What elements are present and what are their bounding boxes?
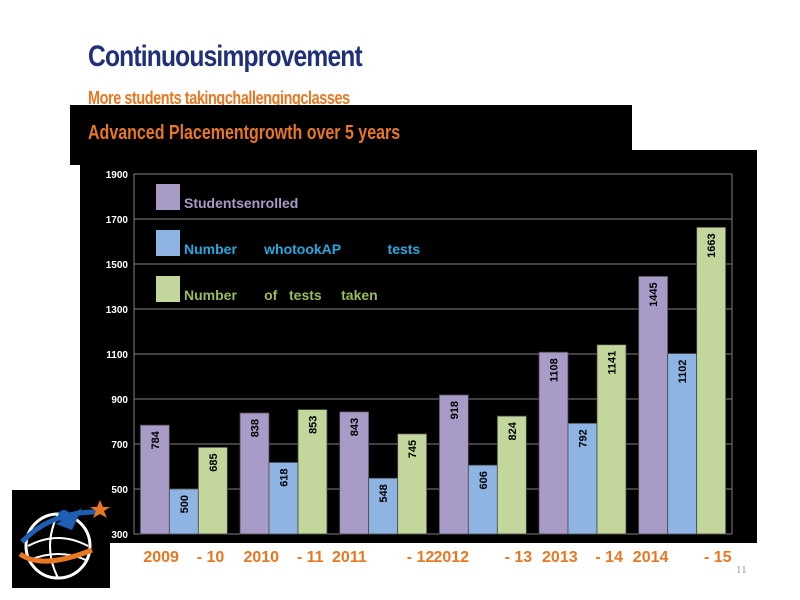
data-label: 1141 <box>607 351 619 375</box>
x-tick-label: 2011 - 12 <box>332 549 434 566</box>
y-tick-label: 700 <box>111 440 128 451</box>
y-tick-label: 300 <box>111 530 128 541</box>
data-label: 606 <box>478 471 490 489</box>
data-label: 792 <box>578 429 590 447</box>
axis-layer: 300 500 700 900 1100 1300 1500 1700 1900 2009 - 1… <box>106 170 732 566</box>
bar <box>239 412 270 535</box>
y-tick-label: 1100 <box>106 350 128 361</box>
legend-swatch <box>156 184 180 210</box>
data-label: 1108 <box>549 358 561 382</box>
y-tick-label: 500 <box>111 485 128 496</box>
data-label: 548 <box>378 484 390 502</box>
bar <box>667 353 698 535</box>
data-label: 1102 <box>677 360 689 384</box>
x-tick-label: 2010 - 11 <box>243 549 323 566</box>
bar <box>567 422 598 535</box>
legend-swatch <box>156 276 180 302</box>
data-label: 853 <box>308 416 320 434</box>
plot-area <box>133 173 733 535</box>
bar <box>438 394 469 535</box>
legend-swatch <box>156 230 180 256</box>
legend-label: Studentsenrolled <box>184 195 298 211</box>
y-tick-label: 1300 <box>106 305 129 316</box>
data-label: 918 <box>449 401 461 419</box>
x-tick-label: 2014 - 15 <box>633 549 732 566</box>
bar <box>397 433 428 535</box>
bar <box>368 477 399 535</box>
x-tick-label: 2013 - 14 <box>542 549 623 566</box>
bar <box>467 464 498 535</box>
x-tick-label: 2009 - 10 <box>143 549 224 566</box>
y-tick-label: 900 <box>111 395 128 406</box>
y-tick-label: 1500 <box>106 260 129 271</box>
data-label: 1663 <box>706 233 718 257</box>
data-label: 1445 <box>648 282 660 306</box>
data-label: 784 <box>150 430 162 449</box>
school-logo-icon <box>12 490 110 588</box>
bar <box>139 424 170 535</box>
legend-label: Number of tests taken <box>184 287 378 303</box>
data-label: 838 <box>250 419 262 437</box>
data-label: 618 <box>279 468 291 486</box>
bar <box>268 462 299 535</box>
y-tick-label: 1900 <box>106 170 129 181</box>
y-tick-label: 1700 <box>106 215 129 226</box>
data-label: 745 <box>407 440 419 458</box>
bar <box>297 409 328 535</box>
bar <box>696 226 727 535</box>
data-label: 500 <box>179 495 191 513</box>
page-number: 11 <box>736 564 747 576</box>
x-tick-label: 2012 - 13 <box>433 549 532 566</box>
banner-text: Advanced Placementgrowth over 5 years <box>88 122 401 144</box>
legend-label: Number whotookAP tests <box>184 241 420 257</box>
bar <box>339 411 370 535</box>
data-label: 685 <box>208 453 220 471</box>
bar <box>638 275 669 535</box>
bars-layer: 784 500 685 838 618 853 843 548 745 918 606 824 1108… <box>139 226 727 535</box>
bar <box>197 446 228 535</box>
banner-background <box>70 105 632 165</box>
grid-layer <box>133 173 733 535</box>
legend: Studentsenrolled Number whotookAP tests Nu… <box>156 184 420 303</box>
bar <box>538 351 569 535</box>
bar <box>596 344 627 535</box>
data-label: 824 <box>507 421 519 440</box>
slide-title: Continuousimprovement <box>88 40 363 73</box>
bar <box>496 415 527 535</box>
data-label: 843 <box>349 418 361 436</box>
slide-subtitle: More students takingchallengingclasses <box>88 88 350 108</box>
